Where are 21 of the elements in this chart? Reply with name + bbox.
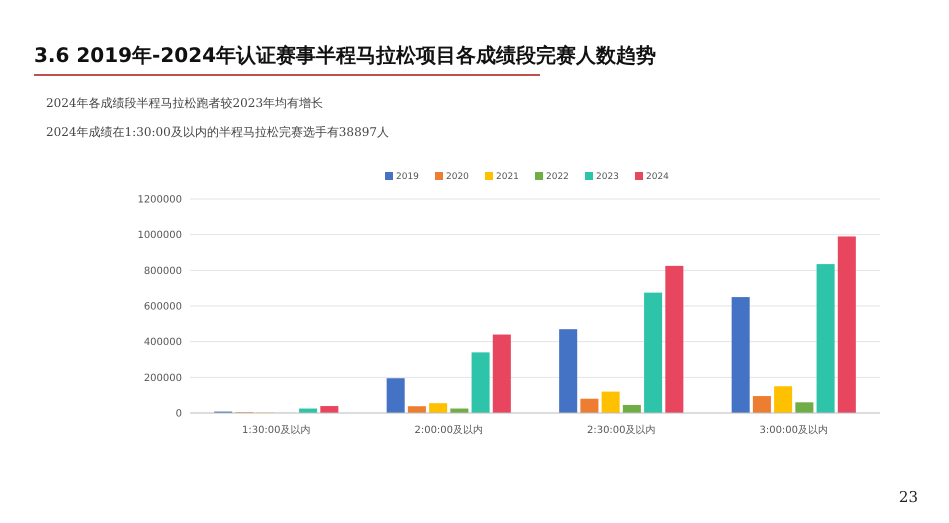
legend-label: 2023 [596, 172, 619, 182]
text: 23 [898, 488, 918, 506]
x-tick-label: 3:00:00及以内 [759, 424, 828, 436]
y-tick-label: 200000 [144, 372, 182, 384]
legend-label: 2019 [396, 172, 420, 182]
text: 2024年各成绩段半程马拉松跑者较2023年均有增长 [46, 96, 324, 110]
y-tick-label: 1200000 [137, 194, 182, 206]
x-tick-label: 2:00:00及以内 [414, 424, 484, 436]
legend-label: 2020 [446, 172, 470, 182]
y-tick-label: 600000 [144, 302, 182, 312]
legend-label: 2021 [496, 172, 519, 182]
text: 2024年成绩在1:30:00及以内的半程马拉松完赛选手有38897人 [46, 125, 389, 139]
x-tick-label: 1:30:00及以内 [242, 424, 311, 436]
y-tick-label: 0 [176, 408, 182, 420]
legend-label: 2024 [646, 172, 670, 182]
y-tick-label: 400000 [144, 337, 182, 348]
x-tick-label: 2:30:00及以内 [586, 424, 656, 436]
y-tick-label: 1000000 [137, 230, 182, 242]
y-tick-label: 800000 [144, 266, 182, 277]
legend-label: 2022 [546, 172, 569, 182]
chart-title: 3.6 2019年-2024年认证赛事半程马拉松项目各成绩段完赛人数趋势 [34, 43, 656, 67]
